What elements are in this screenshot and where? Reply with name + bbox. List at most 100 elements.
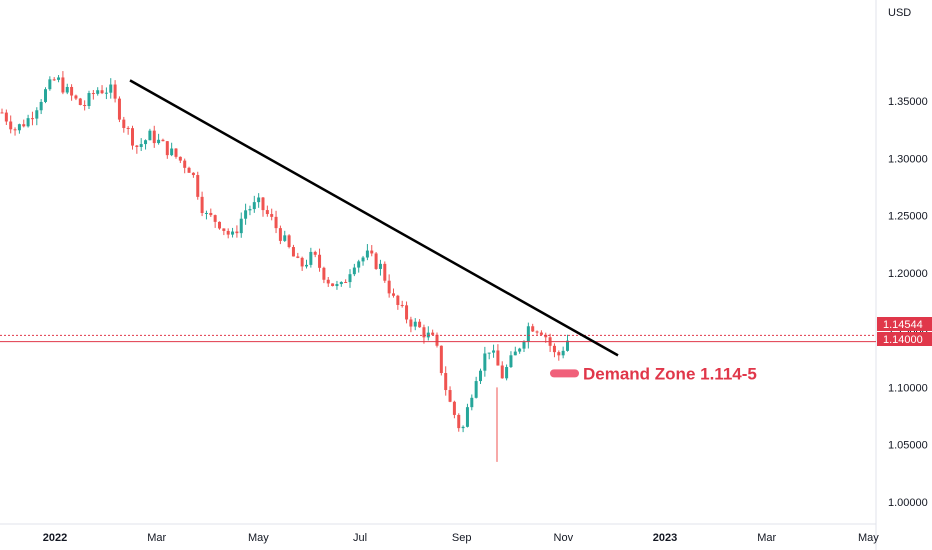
candle-body	[135, 145, 139, 147]
price-tick-label: 1.05000	[888, 440, 928, 452]
candle-body	[313, 251, 317, 255]
candle-body	[139, 144, 143, 147]
candle-body	[183, 160, 187, 168]
candle-body	[474, 381, 478, 398]
candle-body	[9, 121, 13, 130]
candle-body	[365, 250, 369, 258]
trendline[interactable]	[129, 79, 619, 357]
currency-label: USD	[888, 7, 911, 19]
candle-body	[552, 345, 556, 353]
candle-body	[318, 254, 322, 268]
candle-body	[113, 84, 117, 99]
candle-body	[91, 93, 95, 95]
candle-body	[61, 77, 65, 93]
price-badges: 1.14544 1.14000	[877, 317, 932, 346]
candle-body	[35, 110, 39, 119]
candle-body	[30, 118, 34, 120]
candle-body	[331, 283, 335, 287]
candle-body	[405, 305, 409, 320]
candle-body	[283, 235, 287, 241]
demand-zone-label: Demand Zone 1.114-5	[583, 364, 757, 383]
candle-body	[191, 172, 195, 176]
candle-body	[178, 156, 182, 161]
candle-body	[361, 257, 365, 262]
candle-body	[335, 284, 339, 287]
candle-body	[396, 295, 400, 305]
price-tick-label: 1.00000	[888, 497, 928, 509]
candle-body	[257, 197, 261, 203]
candle-body	[26, 118, 30, 127]
price-tick-label: 1.30000	[888, 153, 928, 165]
candle-body	[144, 140, 148, 145]
candle-body	[83, 105, 87, 107]
candle-body	[492, 350, 496, 353]
candle-body	[566, 340, 569, 351]
time-tick-label: 2022	[43, 532, 67, 544]
candle-body	[422, 327, 426, 338]
candle-body	[231, 231, 235, 235]
candle-body	[44, 89, 47, 102]
time-tick-label: Nov	[554, 532, 574, 544]
candle-body	[513, 351, 517, 356]
candle-body	[439, 345, 443, 374]
candle-body	[48, 79, 52, 90]
candle-body	[248, 209, 252, 211]
price-axis: 1.350001.300001.250001.200001.150001.100…	[888, 96, 928, 509]
candle-body	[374, 253, 378, 269]
price-badge	[877, 332, 932, 346]
time-tick-label: Mar	[147, 532, 166, 544]
candle-body	[65, 86, 69, 93]
candle-body	[74, 95, 78, 99]
candle-body	[452, 401, 456, 415]
candle-body	[22, 124, 26, 127]
candle-body	[435, 334, 439, 346]
candle-body	[305, 264, 308, 267]
candle-body	[122, 119, 126, 128]
candle-body	[526, 326, 530, 343]
candle-body	[96, 90, 100, 94]
candle-body	[470, 397, 474, 408]
candle-body	[78, 98, 82, 106]
candle-body	[496, 350, 500, 366]
candle-body	[500, 365, 504, 379]
candle-body	[165, 141, 169, 156]
time-tick-label: 2023	[653, 532, 677, 544]
candle-body	[409, 319, 413, 327]
candle-body	[444, 373, 448, 391]
candle-body	[187, 167, 191, 173]
candle-body	[117, 98, 121, 120]
demand-zone-marker[interactable]	[550, 369, 579, 378]
price-badge	[877, 317, 932, 331]
candle-body	[87, 93, 91, 107]
candle-body	[222, 228, 226, 231]
candle-body	[244, 210, 248, 219]
candle-body	[561, 350, 565, 356]
candle-body	[348, 274, 352, 283]
candle-body	[370, 250, 374, 254]
candle-body	[392, 293, 395, 296]
time-axis: 2022 Mar May Jul Sep Nov 2023 Mar May	[43, 532, 879, 544]
candle-body	[239, 218, 243, 234]
candle-body	[522, 342, 526, 349]
time-tick-label: Sep	[452, 532, 472, 544]
candle-body	[13, 129, 17, 131]
candle-body	[39, 101, 43, 111]
candle-body	[104, 92, 108, 94]
price-tick-label: 1.20000	[888, 268, 928, 280]
candle-body	[161, 139, 165, 142]
candle-body	[457, 414, 461, 429]
candle-body	[309, 251, 313, 265]
candle-body	[131, 128, 134, 146]
price-badge-label: 1.14544	[883, 319, 923, 331]
candle-body	[200, 196, 204, 213]
horizontal-lines	[0, 334, 876, 343]
candle-body	[352, 267, 356, 275]
time-tick-label: Jul	[353, 532, 367, 544]
candle-body	[300, 257, 304, 267]
price-tick-label: 1.25000	[888, 211, 928, 223]
candle-body	[226, 230, 230, 235]
candle-body	[413, 321, 417, 327]
candle-body	[296, 256, 300, 258]
candle-body	[487, 352, 491, 354]
